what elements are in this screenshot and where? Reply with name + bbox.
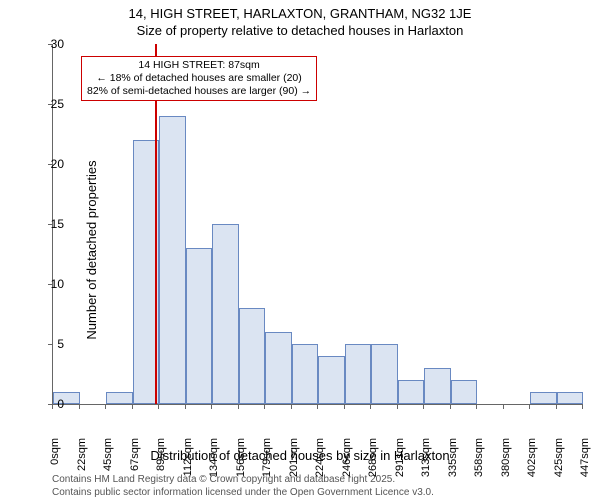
histogram-bar [398,380,425,404]
histogram-bar [292,344,319,404]
x-tick-label: 112sqm [182,438,194,488]
histogram-bar [557,392,584,404]
y-tick-mark [48,104,53,105]
x-tick-mark [264,404,265,409]
y-tick-mark [48,44,53,45]
x-tick-mark [79,404,80,409]
histogram-bar [186,248,213,404]
plot-area: 14 HIGH STREET: 87sqm← 18% of detached h… [52,44,583,405]
histogram-bar [106,392,133,404]
annotation-line1: 14 HIGH STREET: 87sqm [87,59,311,72]
x-tick-mark [158,404,159,409]
x-tick-label: 291sqm [394,438,406,488]
x-tick-label: 313sqm [420,438,432,488]
x-tick-label: 45sqm [102,438,114,488]
x-tick-mark [529,404,530,409]
x-tick-mark [476,404,477,409]
x-tick-mark [556,404,557,409]
x-tick-label: 358sqm [473,438,485,488]
histogram-bar [265,332,292,404]
x-tick-label: 67sqm [129,438,141,488]
x-tick-mark [582,404,583,409]
x-tick-mark [185,404,186,409]
x-tick-label: 380sqm [500,438,512,488]
x-tick-label: 335sqm [447,438,459,488]
x-tick-label: 134sqm [208,438,220,488]
x-tick-label: 425sqm [553,438,565,488]
x-tick-mark [370,404,371,409]
annotation-line2: ← 18% of detached houses are smaller (20… [87,72,311,85]
x-tick-label: 224sqm [314,438,326,488]
x-tick-mark [52,404,53,409]
histogram-bar [345,344,372,404]
histogram-bar [159,116,186,404]
chart-title-line1: 14, HIGH STREET, HARLAXTON, GRANTHAM, NG… [0,6,600,21]
chart-title-line2: Size of property relative to detached ho… [0,23,600,38]
x-tick-label: 246sqm [341,438,353,488]
y-tick-mark [48,164,53,165]
histogram-bar [212,224,239,404]
x-tick-mark [291,404,292,409]
x-tick-label: 89sqm [155,438,167,488]
x-tick-label: 447sqm [579,438,591,488]
x-tick-mark [105,404,106,409]
x-tick-mark [317,404,318,409]
y-tick-mark [48,224,53,225]
annotation-line3: 82% of semi-detached houses are larger (… [87,85,311,98]
x-tick-label: 156sqm [235,438,247,488]
x-tick-mark [397,404,398,409]
histogram-bar [424,368,451,404]
histogram-bar [451,380,478,404]
y-tick-mark [48,284,53,285]
histogram-bar [318,356,345,404]
histogram-bar [530,392,557,404]
x-tick-label: 201sqm [288,438,300,488]
histogram-bar [239,308,266,404]
x-tick-label: 402sqm [526,438,538,488]
x-tick-mark [423,404,424,409]
x-tick-label: 179sqm [261,438,273,488]
histogram-bar [371,344,398,404]
x-tick-label: 0sqm [49,438,61,488]
x-tick-mark [211,404,212,409]
histogram-chart: 14, HIGH STREET, HARLAXTON, GRANTHAM, NG… [0,0,600,500]
x-tick-mark [132,404,133,409]
y-tick-mark [48,344,53,345]
annotation-box: 14 HIGH STREET: 87sqm← 18% of detached h… [81,56,317,101]
x-tick-mark [238,404,239,409]
footer-line2: Contains public sector information licen… [52,487,434,498]
x-tick-mark [450,404,451,409]
x-tick-mark [503,404,504,409]
x-tick-label: 22sqm [76,438,88,488]
x-tick-mark [344,404,345,409]
x-tick-label: 268sqm [367,438,379,488]
